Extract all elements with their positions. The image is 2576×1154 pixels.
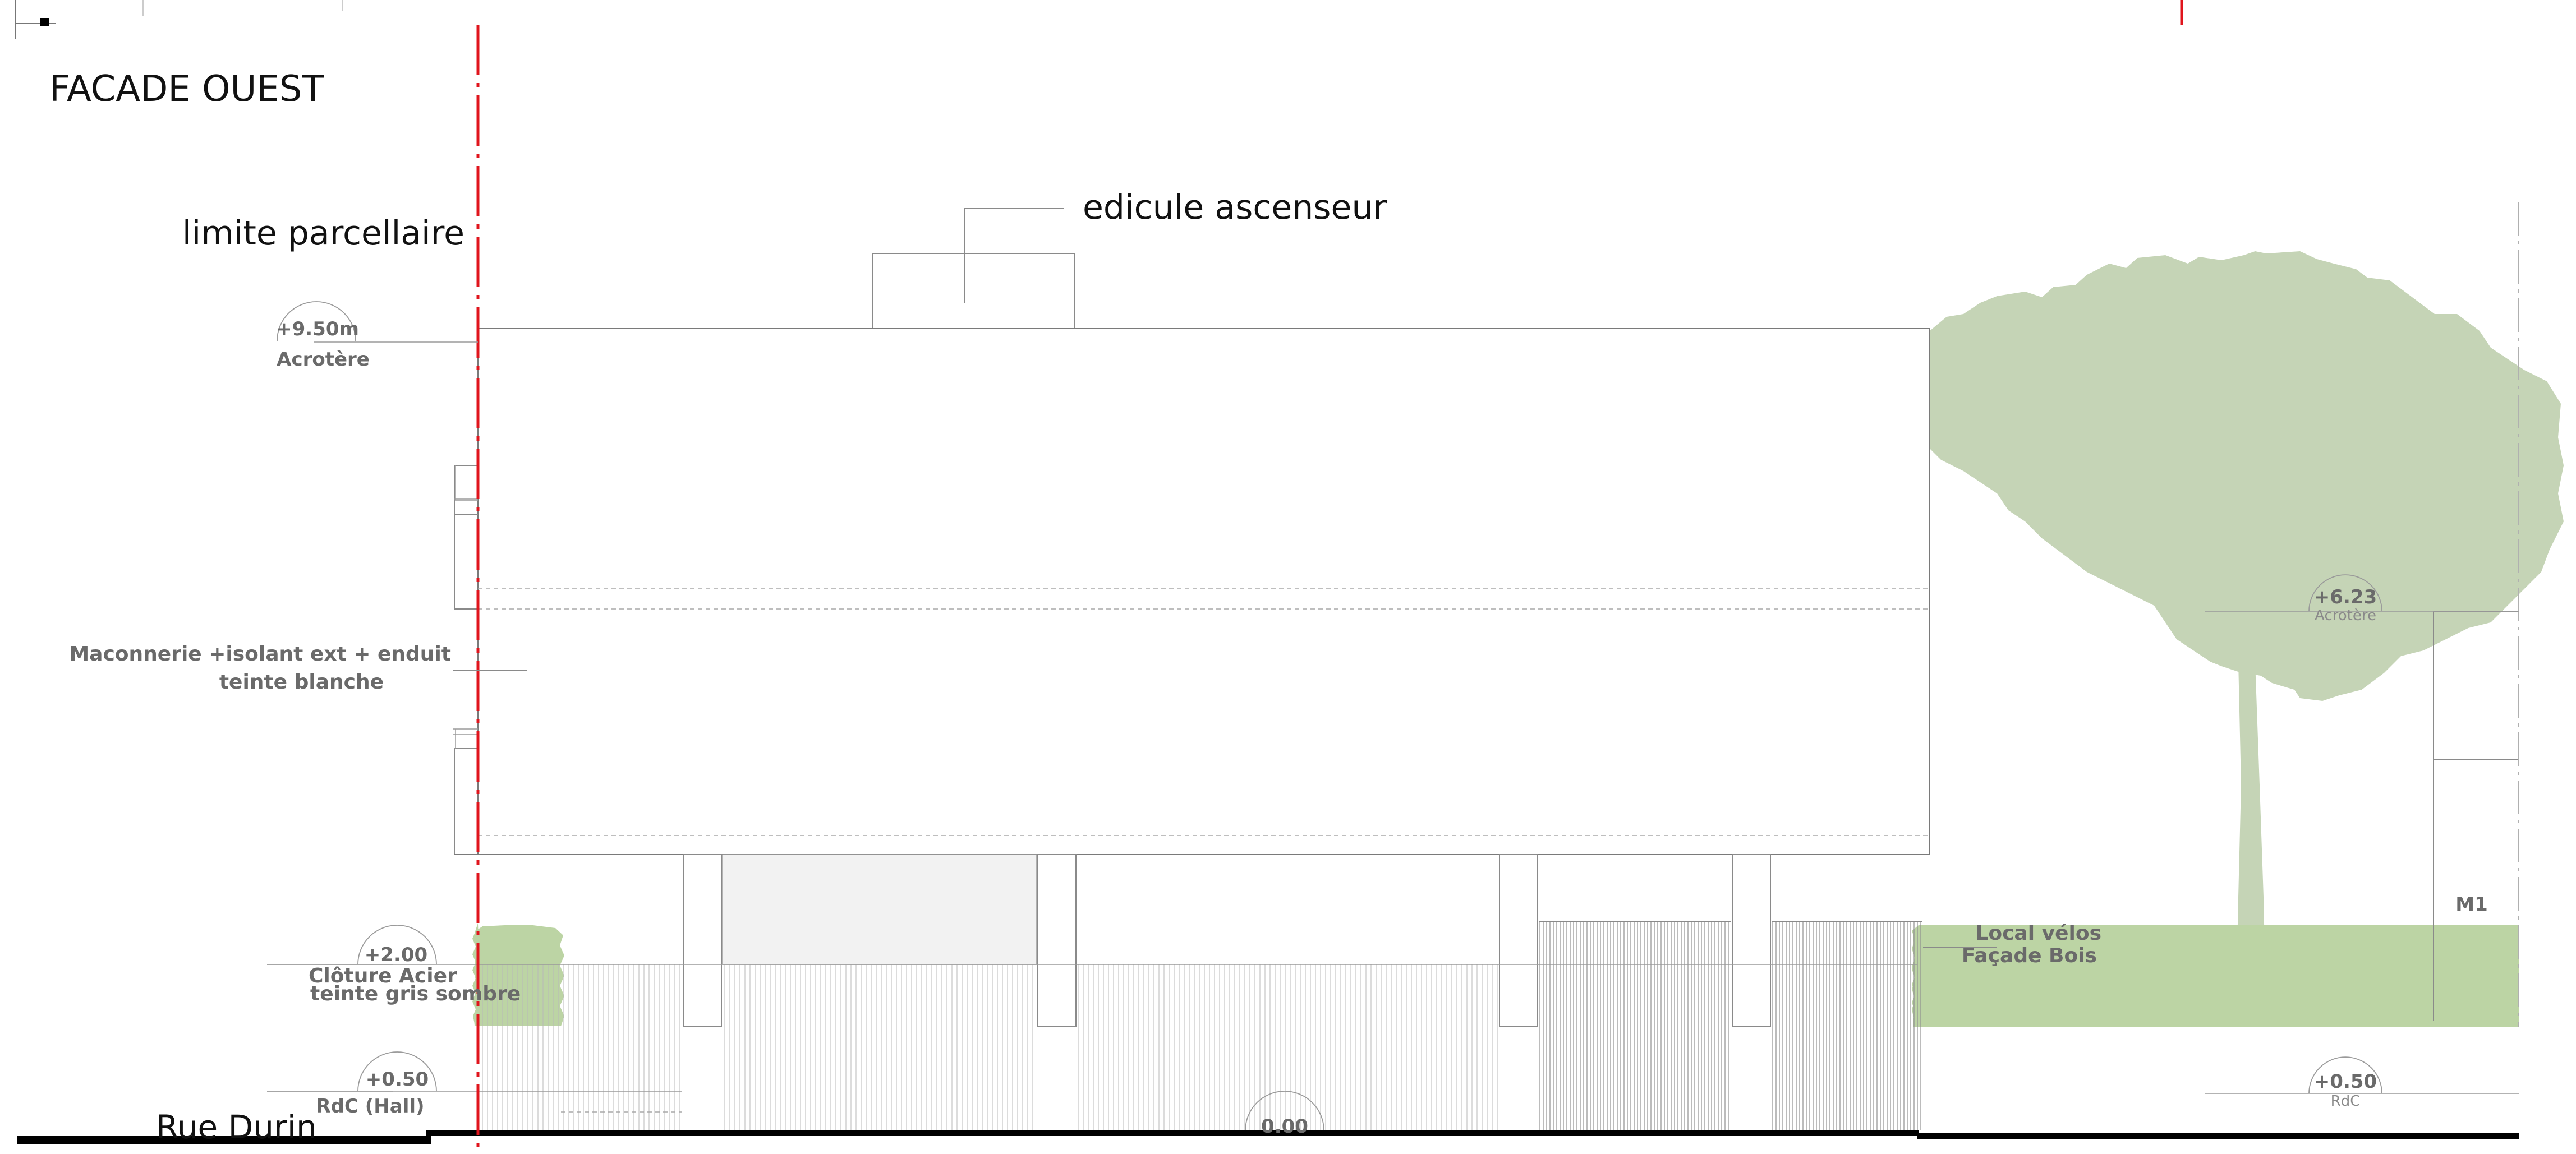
hall-glazing bbox=[722, 854, 1037, 965]
drawing-title: FACADE OUEST bbox=[49, 68, 324, 110]
bike-room-label-1: Local vélos bbox=[1975, 922, 2101, 945]
masonry-label-2: teinte blanche bbox=[219, 671, 384, 694]
ground-floor-columns bbox=[683, 854, 1771, 1027]
hedge-left-block bbox=[472, 925, 564, 1026]
level-rdc-hall-label: RdC (Hall) bbox=[316, 1095, 424, 1118]
level-neighbor-rdc-value: +0.50 bbox=[2314, 1070, 2377, 1093]
steel-fence bbox=[482, 964, 1498, 1130]
hedge-right-main bbox=[1912, 925, 2519, 1027]
bike-room-wood-cladding bbox=[1539, 922, 1921, 1130]
ground-line bbox=[17, 1130, 2519, 1144]
neighbor-tag: M1 bbox=[2455, 893, 2488, 916]
level-neighbor-acrotere-value: +6.23 bbox=[2314, 586, 2377, 608]
masonry-label-1: Maconnerie +isolant ext + enduit bbox=[69, 643, 451, 666]
level-rdc-hall-value: +0.50 bbox=[366, 1068, 429, 1091]
property-limit-label: limite parcellaire bbox=[182, 214, 464, 253]
elevator-housing-label: edicule ascenseur bbox=[1083, 188, 1387, 227]
level-acrotere-label: Acrotère bbox=[277, 348, 370, 371]
street-label: Rue Durin bbox=[156, 1108, 317, 1146]
level-neighbor-acrotere-label: Acrotère bbox=[2315, 607, 2376, 624]
level-ground-value: 0.00 bbox=[1261, 1115, 1308, 1138]
level-fence-value: +2.00 bbox=[365, 944, 427, 966]
sheet-corner-marks bbox=[15, 0, 343, 39]
bike-room-label-2: Façade Bois bbox=[1962, 944, 2097, 967]
fence-label-1: Clôture Acier bbox=[309, 964, 457, 987]
level-neighbor-rdc-label: RdC bbox=[2331, 1093, 2361, 1110]
elevator-housing bbox=[872, 253, 1075, 329]
leader-lines bbox=[267, 208, 2519, 1094]
level-acrotere-value: +9.50m bbox=[276, 318, 359, 340]
level-markers bbox=[277, 301, 2382, 1131]
main-building bbox=[453, 328, 1930, 855]
fence-label-2: teinte gris sombre bbox=[310, 982, 521, 1005]
